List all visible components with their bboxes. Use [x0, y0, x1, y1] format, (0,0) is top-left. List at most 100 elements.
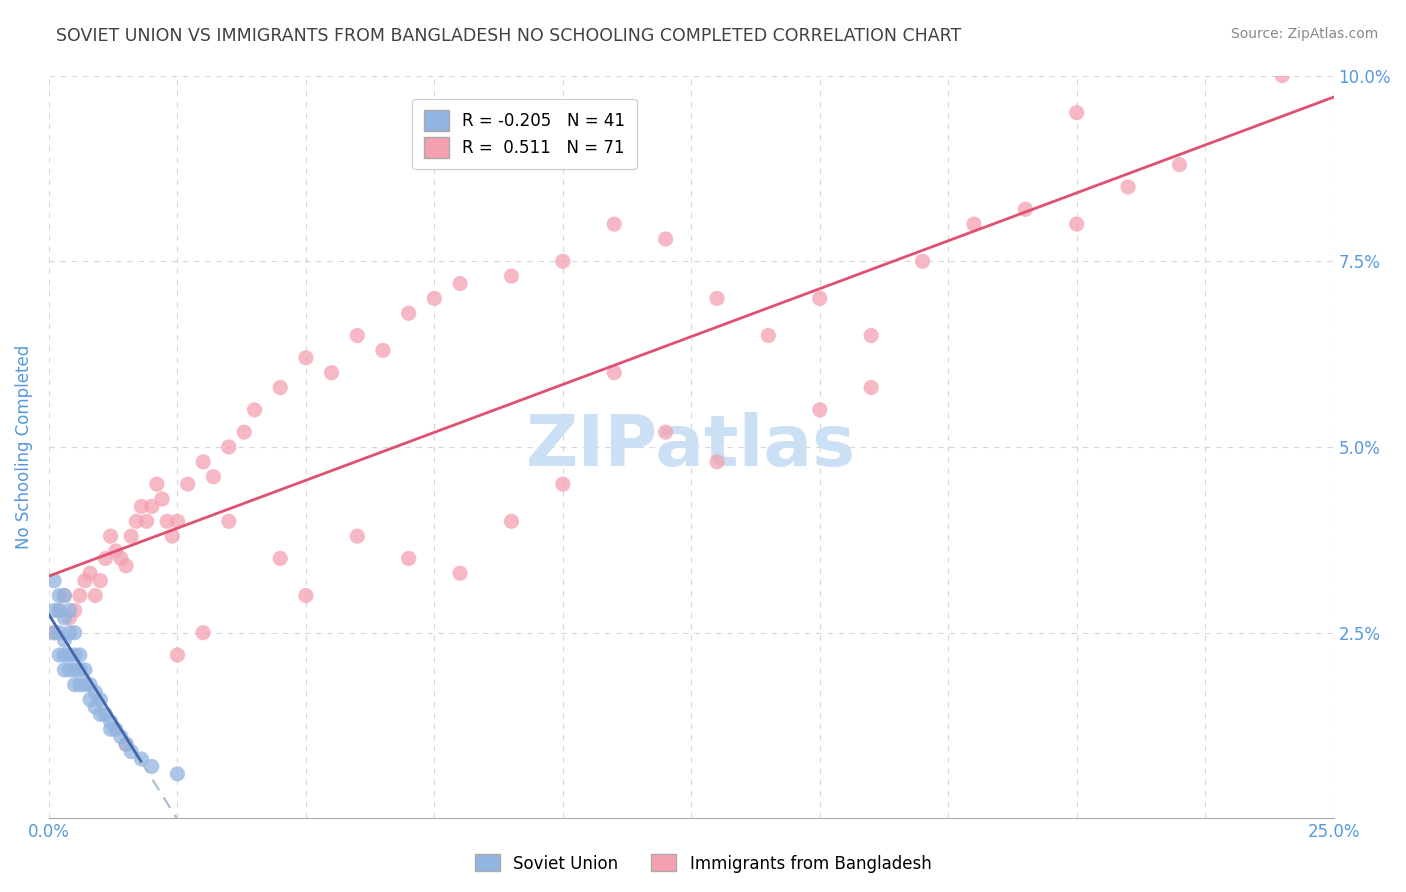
- Point: [1066, 105, 1088, 120]
- Point: [48, 625, 70, 640]
- Point: [115, 737, 138, 751]
- Point: [131, 500, 153, 514]
- Point: [58, 625, 80, 640]
- Point: [706, 292, 728, 306]
- Point: [218, 514, 240, 528]
- Text: ZIPatlas: ZIPatlas: [526, 412, 856, 482]
- Point: [706, 455, 728, 469]
- Point: [269, 551, 291, 566]
- Point: [42, 625, 65, 640]
- Point: [84, 589, 107, 603]
- Point: [654, 232, 676, 246]
- Point: [100, 723, 122, 737]
- Point: [58, 611, 80, 625]
- Point: [1168, 158, 1191, 172]
- Point: [48, 603, 70, 617]
- Point: [243, 402, 266, 417]
- Point: [808, 402, 831, 417]
- Point: [58, 663, 80, 677]
- Point: [321, 366, 343, 380]
- Point: [104, 544, 127, 558]
- Point: [371, 343, 394, 358]
- Point: [42, 603, 65, 617]
- Point: [48, 589, 70, 603]
- Point: [53, 663, 76, 677]
- Point: [398, 306, 420, 320]
- Point: [79, 566, 101, 581]
- Text: Source: ZipAtlas.com: Source: ZipAtlas.com: [1230, 27, 1378, 41]
- Point: [233, 425, 256, 439]
- Point: [58, 648, 80, 662]
- Point: [69, 589, 91, 603]
- Point: [48, 648, 70, 662]
- Y-axis label: No Schooling Completed: No Schooling Completed: [15, 345, 32, 549]
- Point: [135, 514, 157, 528]
- Point: [1014, 202, 1036, 217]
- Point: [84, 685, 107, 699]
- Point: [63, 625, 86, 640]
- Point: [100, 529, 122, 543]
- Point: [295, 351, 318, 365]
- Point: [603, 217, 626, 231]
- Point: [449, 566, 471, 581]
- Point: [63, 603, 86, 617]
- Point: [73, 574, 96, 588]
- Point: [603, 366, 626, 380]
- Point: [120, 529, 142, 543]
- Point: [202, 469, 225, 483]
- Point: [120, 745, 142, 759]
- Point: [125, 514, 148, 528]
- Point: [53, 589, 76, 603]
- Point: [156, 514, 179, 528]
- Point: [191, 455, 214, 469]
- Point: [758, 328, 780, 343]
- Point: [141, 500, 163, 514]
- Point: [110, 730, 132, 744]
- Point: [269, 380, 291, 394]
- Point: [1116, 180, 1139, 194]
- Point: [1066, 217, 1088, 231]
- Point: [53, 648, 76, 662]
- Point: [89, 574, 111, 588]
- Point: [911, 254, 934, 268]
- Point: [69, 648, 91, 662]
- Point: [162, 529, 184, 543]
- Point: [53, 633, 76, 648]
- Point: [191, 625, 214, 640]
- Point: [84, 700, 107, 714]
- Point: [218, 440, 240, 454]
- Point: [53, 611, 76, 625]
- Point: [166, 514, 188, 528]
- Point: [449, 277, 471, 291]
- Point: [654, 425, 676, 439]
- Point: [63, 648, 86, 662]
- Point: [551, 254, 574, 268]
- Point: [141, 759, 163, 773]
- Point: [398, 551, 420, 566]
- Point: [860, 328, 883, 343]
- Point: [63, 678, 86, 692]
- Point: [501, 514, 523, 528]
- Point: [110, 551, 132, 566]
- Point: [115, 558, 138, 573]
- Point: [58, 603, 80, 617]
- Legend: R = -0.205   N = 41, R =  0.511   N = 71: R = -0.205 N = 41, R = 0.511 N = 71: [412, 99, 637, 169]
- Point: [963, 217, 986, 231]
- Point: [69, 663, 91, 677]
- Point: [131, 752, 153, 766]
- Text: SOVIET UNION VS IMMIGRANTS FROM BANGLADESH NO SCHOOLING COMPLETED CORRELATION CH: SOVIET UNION VS IMMIGRANTS FROM BANGLADE…: [56, 27, 962, 45]
- Point: [423, 292, 446, 306]
- Point: [295, 589, 318, 603]
- Point: [73, 663, 96, 677]
- Point: [94, 707, 117, 722]
- Point: [73, 678, 96, 692]
- Point: [94, 551, 117, 566]
- Point: [89, 707, 111, 722]
- Point: [42, 574, 65, 588]
- Point: [551, 477, 574, 491]
- Point: [177, 477, 200, 491]
- Point: [53, 589, 76, 603]
- Point: [1271, 69, 1294, 83]
- Point: [48, 603, 70, 617]
- Point: [115, 737, 138, 751]
